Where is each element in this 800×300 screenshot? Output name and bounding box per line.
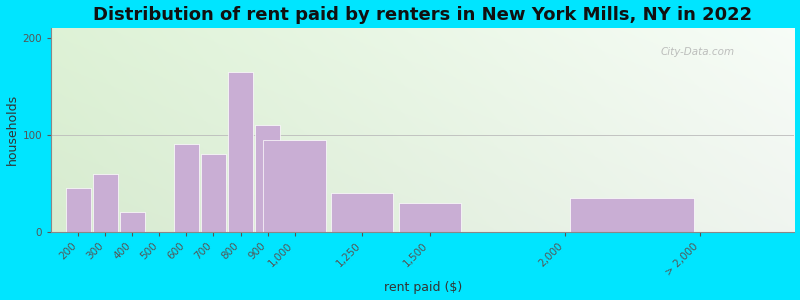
Bar (93, 174, 118, 232)
Bar (331, 193, 393, 232)
Y-axis label: households: households (6, 94, 18, 165)
Bar (263, 140, 326, 232)
Bar (398, 203, 461, 232)
Bar (201, 154, 226, 232)
Title: Distribution of rent paid by renters in New York Mills, NY in 2022: Distribution of rent paid by renters in … (94, 6, 753, 24)
Bar (228, 72, 253, 232)
Bar (255, 125, 280, 232)
X-axis label: rent paid ($): rent paid ($) (384, 281, 462, 294)
Bar (120, 212, 145, 232)
Bar (570, 198, 694, 232)
Text: City-Data.com: City-Data.com (661, 47, 735, 57)
Bar (66, 188, 91, 232)
Bar (174, 144, 199, 232)
